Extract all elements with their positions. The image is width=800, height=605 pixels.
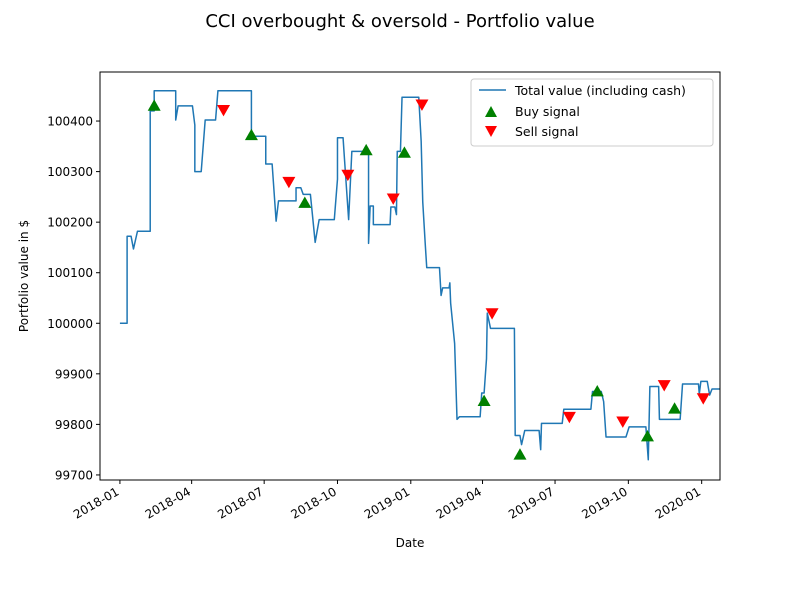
sell-signal-marker-8 <box>616 416 630 428</box>
sell-signal-marker-6 <box>485 308 499 320</box>
legend-buy-marker <box>485 106 497 117</box>
sell-signal-marker-10 <box>696 393 710 405</box>
legend-label-sell: Sell signal <box>515 124 579 139</box>
legend-sell-marker <box>485 126 497 137</box>
buy-signal-marker-8 <box>590 385 604 397</box>
sell-signal-marker-2 <box>282 176 296 189</box>
buy-signal-marker-3 <box>298 196 312 208</box>
sell-signal-marker-1 <box>217 105 231 117</box>
y-tick-label: 100300 <box>47 165 93 179</box>
legend-box <box>470 78 714 147</box>
y-axis-label: Portfolio value in $ <box>17 220 31 332</box>
axes-frame <box>99 71 721 481</box>
sell-signal-marker-9 <box>657 380 671 392</box>
sell-signal-marker-4 <box>386 193 400 205</box>
buy-signal-marker-2 <box>244 128 258 141</box>
y-tick-label: 100100 <box>47 266 93 280</box>
buy-signal-marker-9 <box>640 430 654 442</box>
chart-title: CCI overbought & oversold - Portfolio va… <box>205 11 594 32</box>
sell-signal-marker-3 <box>341 169 355 182</box>
buy-signal-marker-4 <box>359 143 373 156</box>
y-axis: 99700 99800 99900 100000 100100 100200 100300 1… <box>47 115 100 482</box>
buy-signal-marker-7 <box>513 448 527 460</box>
legend-label-total: Total value (including cash) <box>514 83 686 98</box>
buy-signal-marker-5 <box>397 146 411 158</box>
plot-area <box>119 89 720 461</box>
series-line-total-value <box>119 89 720 461</box>
y-tick-label: 99800 <box>55 418 93 432</box>
sell-signal-marker-7 <box>562 411 576 424</box>
sell-signal-marker-5 <box>415 99 429 111</box>
buy-signal-marker-10 <box>668 402 682 414</box>
y-tick-label: 99900 <box>55 367 93 381</box>
legend: Total value (including cash) Buy signal … <box>470 78 714 147</box>
x-axis-label: Date <box>396 536 425 550</box>
buy-signal-marker-1 <box>147 99 161 111</box>
y-tick-label: 100000 <box>47 317 93 331</box>
y-tick-label: 100400 <box>47 115 93 129</box>
y-tick-label: 100200 <box>47 216 93 230</box>
legend-label-buy: Buy signal <box>515 104 580 119</box>
y-tick-label: 99700 <box>55 468 93 482</box>
buy-signal-marker-6 <box>477 394 491 407</box>
